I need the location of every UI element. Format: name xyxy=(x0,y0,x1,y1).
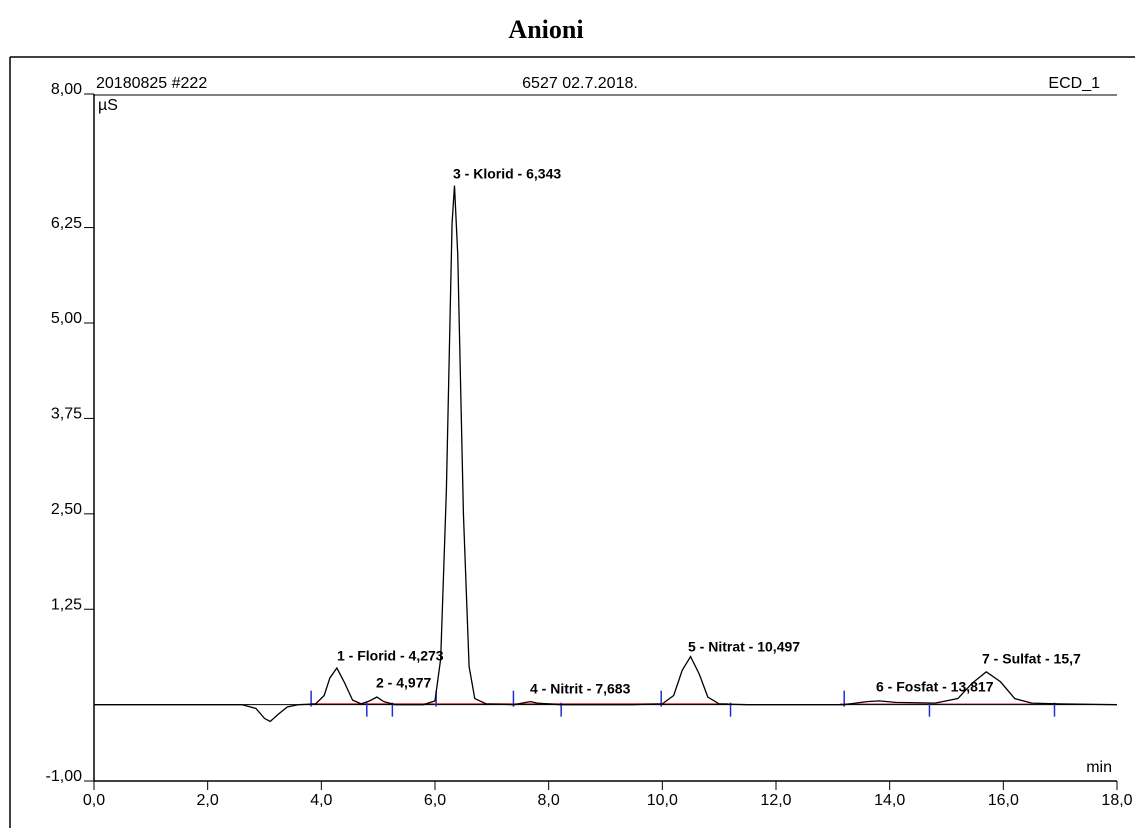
peak-label: 2 - 4,977 xyxy=(376,675,431,691)
x-tick-label: 10,0 xyxy=(647,792,678,809)
x-tick-label: 6,0 xyxy=(424,792,446,809)
y-unit: µS xyxy=(98,97,118,114)
y-tick-label: 6,25 xyxy=(51,215,82,232)
x-tick-label: 8,0 xyxy=(538,792,560,809)
y-tick-label: 1,25 xyxy=(51,596,82,613)
header-center: 6527 02.7.2018. xyxy=(522,75,638,92)
x-tick-label: 4,0 xyxy=(310,792,332,809)
peak-label: 1 - Florid - 4,273 xyxy=(337,648,444,664)
chart-title: Anioni xyxy=(508,15,583,44)
x-tick-label: 12,0 xyxy=(760,792,791,809)
x-tick-label: 2,0 xyxy=(197,792,219,809)
x-unit: min xyxy=(1086,759,1112,776)
header-right: ECD_1 xyxy=(1048,75,1100,92)
x-tick-label: 0,0 xyxy=(83,792,105,809)
header-left: 20180825 #222 xyxy=(96,75,207,92)
y-tick-label: 5,00 xyxy=(51,310,82,327)
y-tick-label: 3,75 xyxy=(51,406,82,423)
x-tick-label: 18,0 xyxy=(1101,792,1132,809)
x-tick-label: 14,0 xyxy=(874,792,905,809)
peak-label: 4 - Nitrit - 7,683 xyxy=(530,681,631,697)
peak-label: 3 - Klorid - 6,343 xyxy=(453,166,561,182)
y-tick-label: -1,00 xyxy=(46,768,83,785)
trace-line xyxy=(94,185,1118,723)
peak-label: 7 - Sulfat - 15,7 xyxy=(982,651,1081,667)
x-tick-label: 16,0 xyxy=(988,792,1019,809)
y-tick-label: 2,50 xyxy=(51,501,82,518)
y-tick-label: 8,00 xyxy=(51,81,82,98)
peak-label: 5 - Nitrat - 10,497 xyxy=(688,639,800,655)
peak-label: 6 - Fosfat - 13,817 xyxy=(876,679,994,695)
